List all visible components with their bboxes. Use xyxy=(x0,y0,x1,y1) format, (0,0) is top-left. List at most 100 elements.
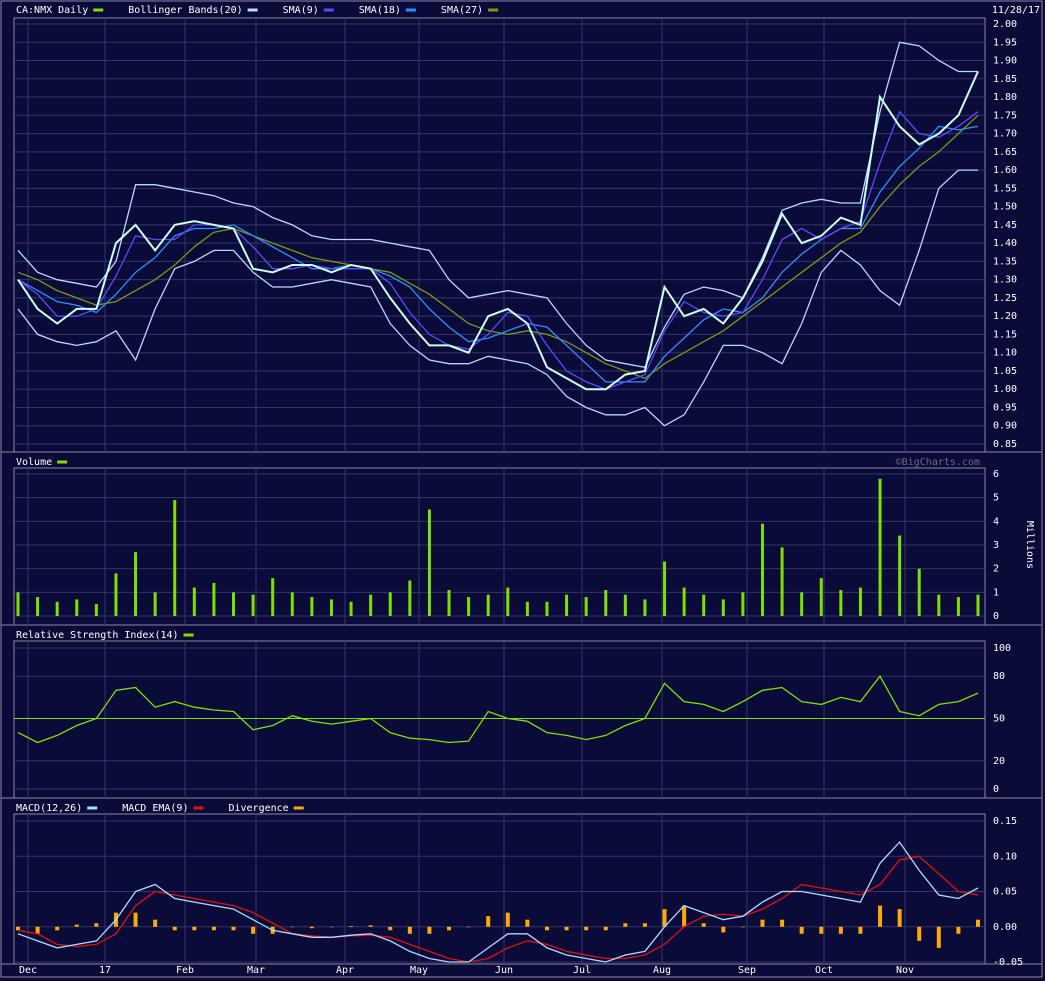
bar xyxy=(858,587,862,616)
bar xyxy=(486,916,491,927)
bar xyxy=(663,561,667,616)
bar xyxy=(976,919,980,927)
bar xyxy=(604,589,608,616)
y-tick-label: 100 xyxy=(993,643,1011,654)
bar xyxy=(310,597,314,616)
watermark: ©BigCharts.com xyxy=(896,457,980,468)
bar xyxy=(94,923,99,927)
line xyxy=(17,841,979,963)
bar xyxy=(134,552,138,616)
y-tick-label: 1.50 xyxy=(993,202,1017,213)
legend-label: Bollinger Bands(20) xyxy=(128,5,242,16)
bar xyxy=(329,599,333,616)
legend-label: MACD EMA(9) xyxy=(122,803,188,814)
bar xyxy=(16,926,20,931)
bar xyxy=(858,926,863,934)
bar xyxy=(427,926,432,934)
y-tick-label: 1.65 xyxy=(993,147,1017,158)
y-tick-label: 0.05 xyxy=(993,887,1017,898)
y-tick-label: 1.30 xyxy=(993,275,1017,286)
bar xyxy=(917,926,922,941)
bar xyxy=(447,926,452,931)
line xyxy=(17,71,979,391)
bar xyxy=(74,924,79,927)
y-tick-label: 1.60 xyxy=(993,165,1017,176)
bar xyxy=(819,926,824,934)
line xyxy=(17,125,979,383)
legend-label: SMA(9) xyxy=(283,5,319,16)
bar xyxy=(584,926,589,931)
line xyxy=(17,114,979,380)
y-tick-label: 1.45 xyxy=(993,220,1017,231)
y-tick-label: 1.10 xyxy=(993,348,1017,359)
x-tick-label: Apr xyxy=(336,965,354,976)
bar xyxy=(369,594,373,616)
bar xyxy=(642,923,647,927)
y-tick-label: 6 xyxy=(993,469,999,480)
bar xyxy=(349,601,353,616)
legend-label: CA:NMX Daily xyxy=(16,5,88,16)
bar xyxy=(564,926,569,931)
bar xyxy=(408,580,412,616)
y-tick-label: 0 xyxy=(993,611,999,622)
bar xyxy=(956,926,961,934)
y-axis-label: Millions xyxy=(1024,521,1035,569)
bar xyxy=(565,594,569,616)
bar xyxy=(271,578,275,616)
x-tick-label: May xyxy=(410,965,428,976)
y-tick-label: 20 xyxy=(993,756,1005,767)
legend-label: Relative Strength Index(14) xyxy=(16,630,179,641)
y-tick-label: 1.85 xyxy=(993,74,1017,85)
bar xyxy=(643,599,647,616)
y-tick-label: 1.00 xyxy=(993,384,1017,395)
y-tick-label: 2 xyxy=(993,564,999,575)
bar xyxy=(760,523,764,616)
y-tick-label: 1.15 xyxy=(993,329,1017,340)
bar xyxy=(251,594,255,616)
y-tick-label: 1.95 xyxy=(993,37,1017,48)
bar xyxy=(192,926,197,931)
bar xyxy=(780,547,784,616)
band-lower-line xyxy=(17,169,978,427)
legend-label: Divergence xyxy=(228,803,288,814)
line xyxy=(17,855,979,963)
bar xyxy=(545,601,549,616)
bar xyxy=(466,926,471,928)
y-tick-label: 0.85 xyxy=(993,439,1017,450)
bar xyxy=(153,592,157,616)
y-tick-label: 1.80 xyxy=(993,92,1017,103)
x-tick-label: Mar xyxy=(247,965,265,976)
bar xyxy=(878,478,882,616)
bar xyxy=(838,926,843,934)
bar xyxy=(701,923,706,927)
bar xyxy=(702,594,706,616)
y-tick-label: 1.25 xyxy=(993,293,1017,304)
chart-date: 11/28/17 xyxy=(992,5,1040,16)
x-tick-label: Dec xyxy=(19,965,37,976)
bar xyxy=(192,587,196,616)
bar xyxy=(800,592,804,616)
bar xyxy=(976,594,980,616)
x-tick-label: Oct xyxy=(815,965,833,976)
line xyxy=(17,675,979,744)
bar xyxy=(525,601,529,616)
bar xyxy=(309,926,314,929)
y-tick-label: 1.05 xyxy=(993,366,1017,377)
bar xyxy=(211,926,216,931)
y-tick-label: 80 xyxy=(993,671,1005,682)
x-tick-label: 17 xyxy=(99,965,111,976)
bar xyxy=(388,926,393,931)
bar xyxy=(505,912,510,927)
bar xyxy=(427,509,431,616)
bar xyxy=(682,587,686,616)
bar xyxy=(623,594,627,616)
bar xyxy=(486,594,490,616)
bar xyxy=(897,909,902,927)
y-tick-label: 1.35 xyxy=(993,256,1017,267)
y-tick-label: 0.10 xyxy=(993,851,1017,862)
bar xyxy=(173,500,177,616)
y-tick-label: 1.20 xyxy=(993,311,1017,322)
x-tick-label: Jul xyxy=(573,965,591,976)
